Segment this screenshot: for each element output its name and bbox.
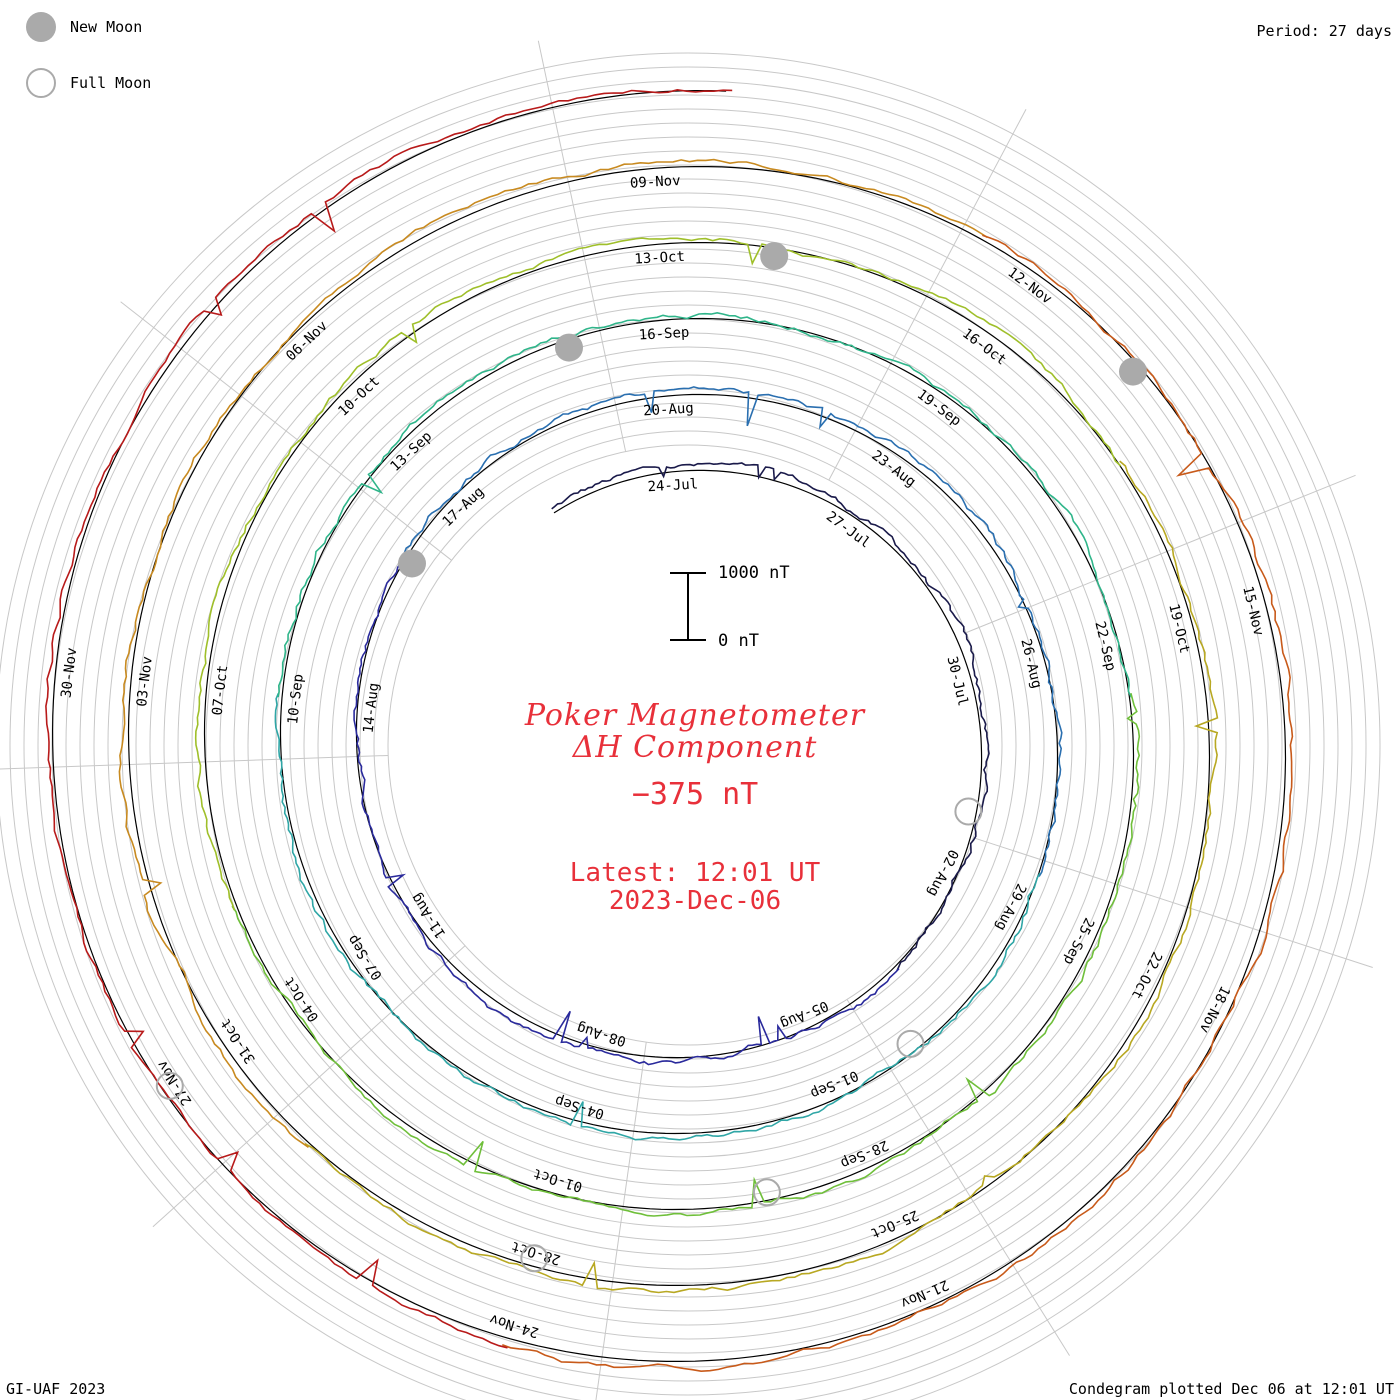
grid-ring	[149, 206, 1227, 1284]
date-tick-label: 18-Nov	[1196, 983, 1233, 1035]
date-tick-label: 06-Nov	[283, 318, 331, 364]
grid-ring	[163, 220, 1213, 1270]
date-tick-label: 28-Sep	[838, 1137, 891, 1172]
full-moon-marker	[155, 1071, 184, 1100]
full-moon-icon	[26, 68, 56, 98]
trace-segment	[277, 311, 1133, 698]
day-spoke	[595, 1042, 647, 1400]
date-tick-label: 20-Aug	[643, 400, 694, 419]
grid-ring	[359, 416, 1017, 1074]
plot-timestamp: Condegram plotted Dec 06 at 12:01 UT	[1068, 1380, 1394, 1398]
grid-ring	[9, 66, 1367, 1400]
day-spoke	[973, 837, 1373, 968]
new-moon-marker	[1119, 357, 1147, 386]
day-spoke	[828, 109, 1027, 481]
date-tick-label: 29-Aug	[992, 881, 1029, 933]
grid-ring	[233, 290, 1143, 1200]
grid-ring	[177, 234, 1199, 1256]
grid-ring	[79, 136, 1297, 1354]
grid-ring	[107, 164, 1269, 1326]
full-moon-label: Full Moon	[70, 74, 152, 92]
date-tick-label: 01-Sep	[808, 1067, 861, 1102]
grid-ring	[247, 304, 1129, 1186]
day-spoke	[965, 474, 1356, 634]
grid-ring	[135, 192, 1241, 1298]
full-moon-marker	[752, 1178, 781, 1207]
date-tick-label: 16-Sep	[638, 325, 689, 344]
date-tick-label: 12-Nov	[1005, 265, 1055, 308]
date-tick-label: 10-Sep	[285, 673, 307, 725]
date-tick-label: 14-Aug	[361, 682, 383, 734]
full-moon-marker	[954, 797, 983, 826]
latest-date: 2023-Dec-06	[608, 886, 782, 916]
grid-ring	[191, 248, 1185, 1242]
date-tick-label: 24-Jul	[647, 476, 698, 495]
date-tick-label: 07-Oct	[210, 664, 232, 716]
grid-ring	[345, 402, 1031, 1088]
ring-grid	[0, 52, 1381, 1400]
legend-new-moon: New Moon	[26, 12, 142, 42]
date-tick-label: 13-Oct	[634, 249, 685, 268]
date-tick-label: 28-Oct	[510, 1238, 563, 1268]
date-tick-label: 25-Sep	[1060, 915, 1097, 967]
chart-title: Poker Magnetometer	[524, 698, 866, 733]
grid-ring	[23, 80, 1353, 1400]
grid-ring	[93, 150, 1283, 1340]
day-spoke	[846, 999, 1070, 1356]
full-moon-marker	[896, 1029, 925, 1058]
grid-ring	[51, 108, 1325, 1382]
date-tick-label: 21-Nov	[898, 1276, 951, 1311]
date-tick-label: 24-Nov	[488, 1311, 541, 1341]
trace-segment	[274, 692, 1041, 1141]
moon-markers	[155, 242, 1147, 1273]
period-label: Period: 27 days	[1256, 22, 1392, 40]
chart-subtitle: ΔH Component	[572, 730, 818, 765]
grid-ring	[219, 276, 1157, 1214]
new-moon-icon	[26, 12, 56, 42]
grid-ring	[37, 94, 1339, 1396]
scale-bar	[670, 572, 706, 641]
date-tick-label: 03-Nov	[134, 655, 156, 707]
date-tick-label: 27-Jul	[823, 508, 873, 551]
new-moon-marker	[555, 333, 583, 362]
trace-segment	[45, 88, 733, 1349]
trace-segment	[502, 234, 1294, 1373]
grid-ring	[289, 346, 1087, 1144]
grid-ring	[205, 262, 1171, 1228]
new-moon-marker	[398, 549, 426, 578]
new-moon-label: New Moon	[70, 18, 143, 36]
date-tick-label: 08-Aug	[575, 1019, 628, 1049]
trace-segment	[353, 554, 900, 1066]
day-spoke	[0, 754, 389, 770]
trace-segment	[231, 692, 1141, 1217]
grid-ring	[65, 122, 1311, 1368]
scale-bottom-label: 0 nT	[718, 631, 759, 651]
trace-segment	[401, 386, 1063, 877]
grid-ring	[317, 374, 1059, 1116]
current-value: −375 nT	[631, 777, 759, 812]
date-tick-label: 17-Aug	[440, 484, 488, 530]
day-spokes	[0, 40, 1373, 1400]
latest-time: Latest: 12:01 UT	[569, 858, 821, 888]
trace-segment	[551, 462, 990, 972]
grid-ring	[0, 52, 1381, 1400]
new-moon-marker	[760, 242, 789, 271]
day-spoke	[152, 945, 466, 1228]
credit-label: GI-UAF 2023	[6, 1380, 106, 1398]
scale-top-label: 1000 nT	[718, 563, 790, 583]
data-traces	[45, 88, 1294, 1373]
date-tick-label: 30-Nov	[59, 647, 81, 699]
legend-full-moon: Full Moon	[26, 68, 151, 98]
date-tick-label: 04-Sep	[553, 1092, 606, 1122]
day-spoke	[537, 40, 627, 452]
trace-segment	[194, 237, 1122, 911]
grid-ring	[275, 332, 1101, 1158]
grid-ring	[303, 360, 1073, 1130]
date-tick-label: 16-Oct	[959, 326, 1009, 369]
trace-segment	[118, 158, 988, 1148]
date-tick-label: 09-Nov	[630, 173, 681, 192]
full-moon-marker	[520, 1244, 549, 1273]
date-tick-label: 05-Aug	[778, 997, 831, 1032]
